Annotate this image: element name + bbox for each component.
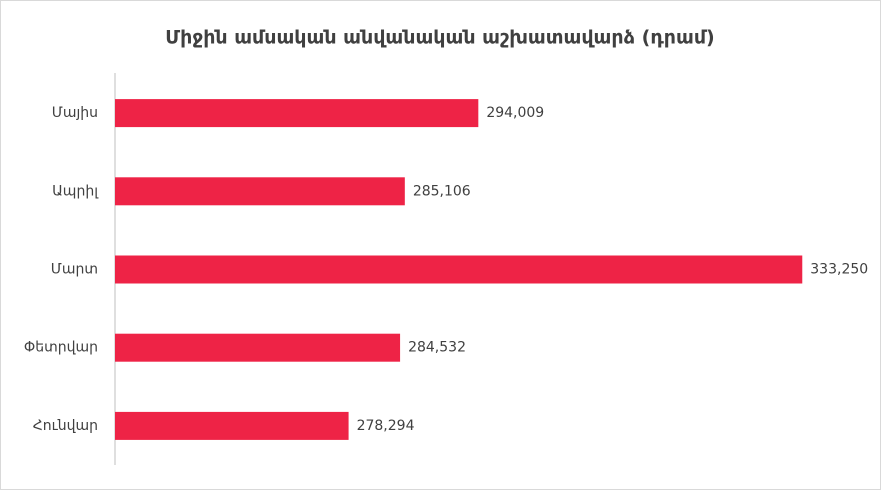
value-label: 284,532 [408,340,466,356]
y-tick-label: Մարտ [51,262,98,278]
y-tick-label: Մայիս [52,105,98,121]
bar [115,255,803,284]
bar [115,411,349,440]
chart-title: Միջին ամսական անվանական աշխատավարձ (դրամ… [165,27,714,49]
y-tick-label: Ապրիլ [52,183,99,199]
value-label: 278,294 [357,418,415,434]
y-tick-label: Հունվար [33,418,98,434]
bar [115,177,405,206]
value-label: 294,009 [486,105,544,121]
y-tick-label: Փետրվար [24,340,98,356]
bar [115,333,401,362]
bar [115,99,479,128]
value-label: 285,106 [413,183,471,199]
value-label: 333,250 [810,262,868,278]
